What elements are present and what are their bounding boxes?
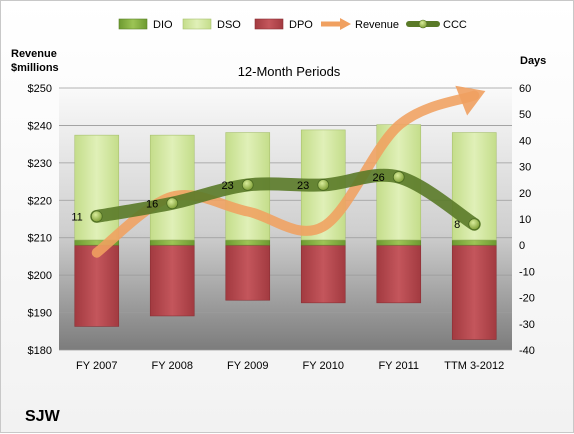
legend-label: DPO bbox=[289, 19, 313, 31]
bar-dso bbox=[149, 134, 195, 241]
category-label: FY 2008 bbox=[152, 360, 193, 372]
left-axis-label-line2: $millions bbox=[11, 62, 59, 74]
right-tick-label: 10 bbox=[519, 214, 531, 226]
left-tick-label: $230 bbox=[28, 158, 52, 170]
legend-label: Revenue bbox=[355, 19, 399, 31]
ccc-marker bbox=[468, 218, 481, 231]
bar-dpo bbox=[300, 244, 346, 304]
bar-dso bbox=[74, 134, 120, 241]
bar-dpo bbox=[149, 244, 195, 317]
bar-dpo bbox=[376, 244, 422, 304]
bar-dpo bbox=[225, 244, 271, 301]
right-tick-label: 40 bbox=[519, 135, 531, 147]
right-tick-label: -10 bbox=[519, 266, 535, 278]
left-tick-label: $180 bbox=[28, 345, 52, 357]
bar-dio bbox=[451, 239, 497, 246]
legend-swatch-dpo bbox=[254, 18, 284, 30]
category-label: FY 2011 bbox=[378, 360, 419, 372]
right-tick-label: 20 bbox=[519, 188, 531, 200]
ccc-marker bbox=[166, 197, 179, 210]
ccc-marker bbox=[241, 179, 254, 191]
left-tick-label: $210 bbox=[28, 233, 52, 245]
legend-label: DSO bbox=[217, 19, 241, 31]
right-tick-label: 0 bbox=[519, 240, 525, 252]
ccc-marker bbox=[90, 210, 103, 223]
bar-dpo bbox=[451, 244, 497, 340]
legend-swatch-ccc-marker bbox=[418, 19, 428, 29]
category-label: FY 2010 bbox=[303, 360, 344, 372]
lines: 11 16 23 23 26 8 bbox=[71, 85, 486, 258]
ccc-value-label: 26 bbox=[373, 172, 385, 184]
right-tick-label: -20 bbox=[519, 293, 535, 305]
legend-label: DIO bbox=[153, 19, 173, 31]
plot-area bbox=[59, 88, 512, 350]
ccc-value-label: 8 bbox=[454, 219, 460, 231]
left-tick-label: $190 bbox=[28, 308, 52, 320]
legend: DIO DSO DPO Revenue CCC bbox=[118, 18, 467, 31]
chart-title: 12-Month Periods bbox=[238, 64, 341, 79]
ccc-line bbox=[90, 168, 481, 231]
left-tick-label: $220 bbox=[28, 195, 52, 207]
company-label: SJW bbox=[25, 408, 61, 425]
ccc-value-label: 16 bbox=[146, 198, 158, 210]
category-label: TTM 3-2012 bbox=[444, 360, 504, 372]
category-label: FY 2009 bbox=[227, 360, 268, 372]
legend-label: CCC bbox=[443, 19, 467, 31]
ccc-marker bbox=[392, 171, 405, 183]
right-axis-label: Days bbox=[520, 55, 546, 67]
bar-dio bbox=[300, 239, 346, 246]
right-tick-label: 30 bbox=[519, 162, 531, 174]
right-tick-label: 50 bbox=[519, 109, 531, 121]
ccc-value-label: 23 bbox=[222, 180, 234, 192]
ccc-value-label: 11 bbox=[71, 211, 82, 223]
left-tick-label: $200 bbox=[28, 270, 52, 282]
ccc-marker bbox=[317, 179, 330, 191]
left-tick-label: $240 bbox=[28, 120, 52, 132]
axes: $180 $190 $200 $210 $220 $230 $240 $250 -40 -30 -2… bbox=[28, 83, 535, 372]
bar-dpo bbox=[74, 244, 120, 327]
bar-dio bbox=[376, 239, 422, 246]
right-tick-label: -30 bbox=[519, 319, 535, 331]
left-axis-label-line1: Revenue bbox=[11, 48, 57, 60]
revenue-arrowhead bbox=[455, 85, 486, 116]
legend-swatch-revenue-arrowhead bbox=[340, 18, 351, 30]
left-tick-label: $250 bbox=[28, 83, 52, 95]
ccc-value-label: 23 bbox=[297, 180, 309, 192]
legend-swatch-dio bbox=[118, 18, 148, 30]
category-label: FY 2007 bbox=[76, 360, 117, 372]
legend-swatch-dso bbox=[182, 18, 212, 30]
right-tick-label: -40 bbox=[519, 345, 535, 357]
bar-dio bbox=[225, 239, 271, 246]
gridlines bbox=[59, 87, 512, 351]
bar-dio bbox=[149, 239, 195, 246]
right-tick-label: 60 bbox=[519, 83, 531, 95]
